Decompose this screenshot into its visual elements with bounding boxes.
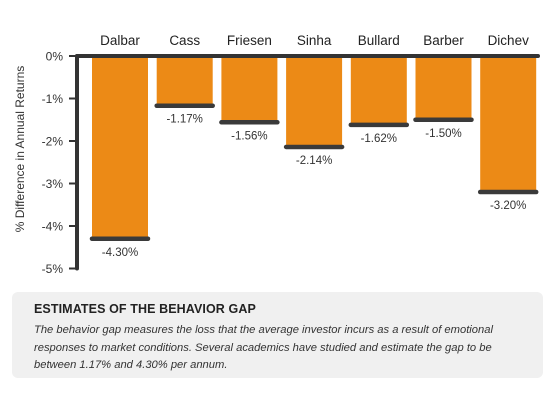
- y-tick-label-2: -2%: [42, 135, 64, 149]
- caption-title: ESTIMATES OF THE BEHAVIOR GAP: [34, 302, 256, 316]
- bar-sinha: [286, 56, 343, 147]
- y-tick-label-4: -4%: [42, 220, 64, 234]
- value-label-cass: -1.17%: [166, 114, 202, 126]
- caption-text: The behavior gap measures the loss that …: [34, 324, 493, 371]
- value-label-dichev: -3.20%: [490, 200, 526, 212]
- labels-layer: Dalbar -4.30% Cass -1.17% Friesen -1.56% Sinha…: [42, 33, 529, 276]
- axis-layer: [69, 54, 540, 271]
- value-label-dalbar: -4.30%: [102, 247, 138, 259]
- bar-friesen: [221, 56, 278, 123]
- chart-canvas: % Difference in Annual Returns Dalbar -4.…: [13, 33, 540, 276]
- bar-barber: [415, 56, 472, 120]
- value-label-friesen: -1.56%: [231, 130, 267, 142]
- bar-dichev: [480, 56, 537, 192]
- y-axis-title: % Difference in Annual Returns: [13, 66, 27, 233]
- category-label-sinha: Sinha: [297, 33, 332, 48]
- y-tick-label-3: -3%: [42, 177, 64, 191]
- y-tick-label-5: -5%: [42, 262, 64, 276]
- category-label-friesen: Friesen: [227, 33, 272, 48]
- value-label-sinha: -2.14%: [296, 155, 332, 167]
- y-tick-label-0: 0%: [46, 50, 64, 64]
- bar-dalbar: [92, 56, 148, 239]
- bar-bullard: [350, 56, 407, 125]
- category-label-dichev: Dichev: [488, 33, 530, 48]
- category-label-dalbar: Dalbar: [100, 33, 140, 48]
- category-label-barber: Barber: [423, 33, 464, 48]
- value-label-bullard: -1.62%: [361, 133, 397, 145]
- category-label-cass: Cass: [169, 33, 200, 48]
- value-label-barber: -1.50%: [425, 128, 461, 140]
- category-label-bullard: Bullard: [358, 33, 400, 48]
- caption-box: ESTIMATES OF THE BEHAVIOR GAP The behavi…: [12, 292, 543, 378]
- bars-layer: [89, 56, 539, 241]
- behavior-gap-chart: % Difference in Annual Returns Dalbar -4.…: [13, 33, 540, 276]
- y-tick-label-1: -1%: [42, 92, 64, 106]
- bar-cass: [156, 56, 213, 106]
